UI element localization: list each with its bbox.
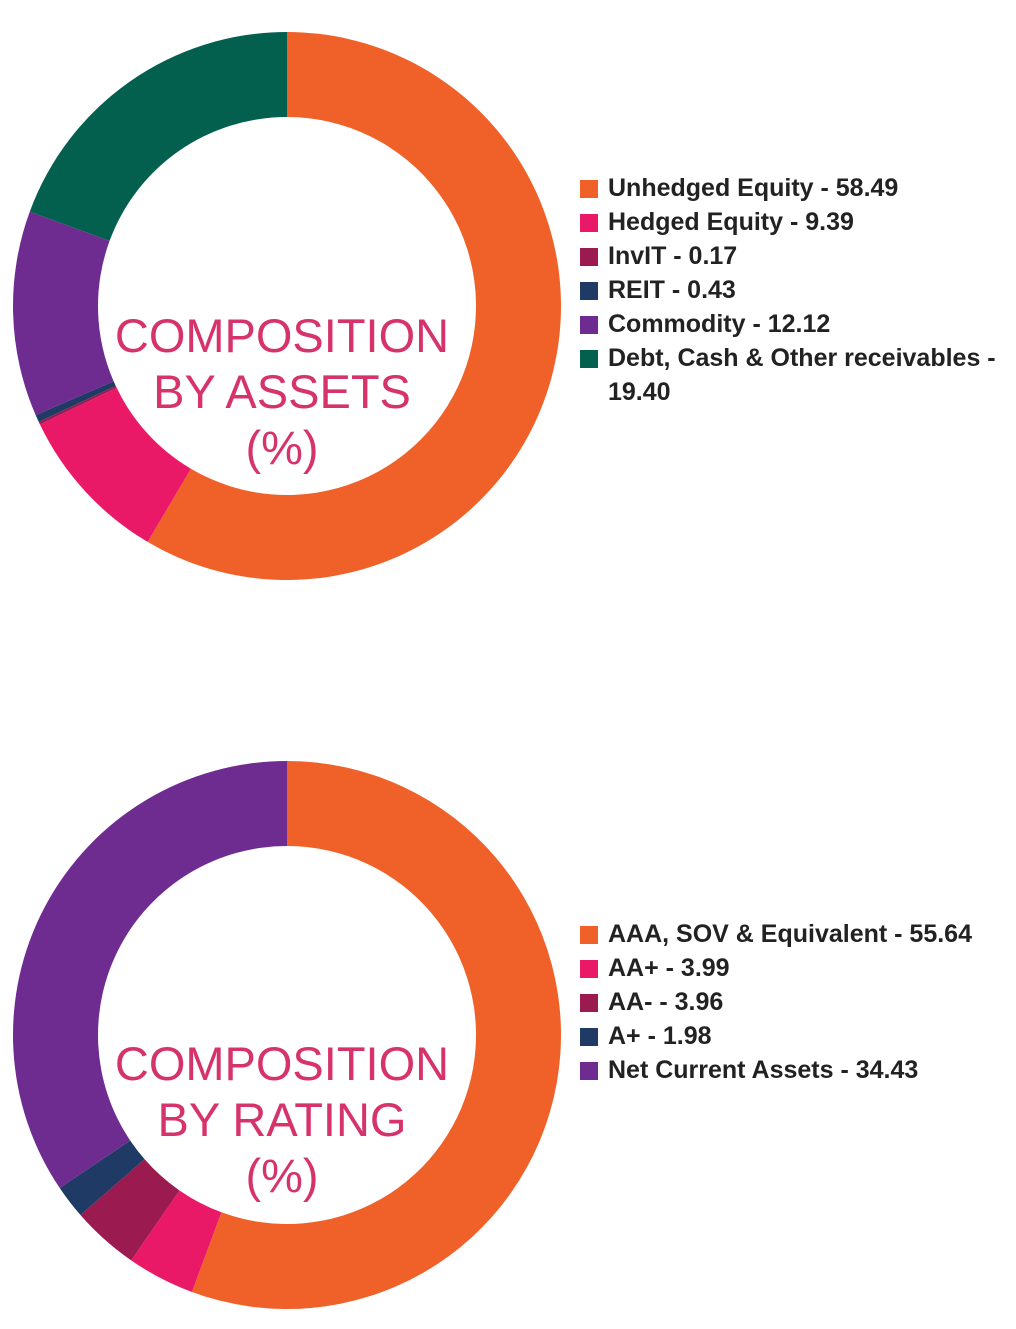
legend-swatch bbox=[580, 1062, 598, 1080]
donut-slice-assets-3 bbox=[35, 381, 116, 422]
donut-slice-assets-5 bbox=[29, 32, 287, 241]
legend-swatch bbox=[580, 350, 598, 368]
rating-donut bbox=[13, 761, 561, 1309]
legend-item: REIT - 0.43 bbox=[580, 273, 1016, 307]
legend-label: Debt, Cash & Other receivables - 19.40 bbox=[608, 344, 996, 406]
legend-item: AA+ - 3.99 bbox=[580, 951, 1016, 985]
donut-slice-rating-3 bbox=[59, 1140, 145, 1216]
legend-swatch bbox=[580, 248, 598, 266]
legend-swatch bbox=[580, 994, 598, 1012]
assets-title-line-2: BY ASSETS bbox=[153, 365, 411, 418]
legend-item: Unhedged Equity - 58.49 bbox=[580, 171, 1016, 205]
assets-chart: COMPOSITION BY ASSETS (%) Unhedged Equit… bbox=[0, 0, 1016, 620]
legend-swatch bbox=[580, 960, 598, 978]
legend-item: A+ - 1.98 bbox=[580, 1019, 1016, 1053]
legend-item: Commodity - 12.12 bbox=[580, 307, 1016, 341]
legend-item: Hedged Equity - 9.39 bbox=[580, 205, 1016, 239]
donut-slice-rating-2 bbox=[80, 1159, 180, 1261]
legend-label: AA- - 3.96 bbox=[608, 988, 724, 1016]
legend-label: AAA, SOV & Equivalent - 55.64 bbox=[608, 920, 972, 948]
legend-swatch bbox=[580, 282, 598, 300]
legend-label: Hedged Equity - 9.39 bbox=[608, 208, 854, 236]
legend-swatch bbox=[580, 316, 598, 334]
assets-donut bbox=[13, 32, 561, 580]
assets-title-line-1: COMPOSITION bbox=[114, 309, 450, 362]
donut-slice-assets-0 bbox=[147, 32, 561, 580]
donut-slice-rating-4 bbox=[13, 761, 288, 1189]
legend-swatch bbox=[580, 1028, 598, 1046]
legend-item: Debt, Cash & Other receivables - 19.40 bbox=[580, 341, 1016, 409]
rating-title-line-3: (%) bbox=[245, 1149, 319, 1202]
legend-item: AAA, SOV & Equivalent - 55.64 bbox=[580, 917, 1016, 951]
rating-chart: COMPOSITION BY RATING (%) AAA, SOV & Equ… bbox=[0, 740, 1016, 1329]
donut-slice-rating-0 bbox=[191, 761, 561, 1309]
legend-swatch bbox=[580, 180, 598, 198]
rating-legend: AAA, SOV & Equivalent - 55.64 AA+ - 3.99… bbox=[580, 917, 1016, 1087]
assets-center-title: COMPOSITION BY ASSETS (%) bbox=[72, 308, 492, 476]
donut-slice-assets-1 bbox=[39, 387, 191, 542]
legend-item: Net Current Assets - 34.43 bbox=[580, 1053, 1016, 1087]
rating-title-line-2: BY RATING bbox=[157, 1093, 407, 1146]
legend-label: Commodity - 12.12 bbox=[608, 310, 831, 338]
donut-slice-assets-2 bbox=[38, 385, 117, 425]
legend-label: Unhedged Equity - 58.49 bbox=[608, 174, 899, 202]
legend-swatch bbox=[580, 926, 598, 944]
legend-swatch bbox=[580, 214, 598, 232]
donut-slice-assets-4 bbox=[13, 211, 114, 416]
rating-title-line-1: COMPOSITION bbox=[114, 1037, 450, 1090]
rating-center-title: COMPOSITION BY RATING (%) bbox=[72, 1036, 492, 1204]
legend-label: AA+ - 3.99 bbox=[608, 954, 730, 982]
legend-item: AA- - 3.96 bbox=[580, 985, 1016, 1019]
legend-label: Net Current Assets - 34.43 bbox=[608, 1056, 919, 1084]
donut-slice-rating-1 bbox=[131, 1190, 222, 1292]
assets-legend: Unhedged Equity - 58.49 Hedged Equity - … bbox=[580, 171, 1016, 409]
legend-label: A+ - 1.98 bbox=[608, 1022, 712, 1050]
legend-label: InvIT - 0.17 bbox=[608, 242, 738, 270]
legend-item: InvIT - 0.17 bbox=[580, 239, 1016, 273]
legend-label: REIT - 0.43 bbox=[608, 276, 736, 304]
assets-title-line-3: (%) bbox=[245, 421, 319, 474]
